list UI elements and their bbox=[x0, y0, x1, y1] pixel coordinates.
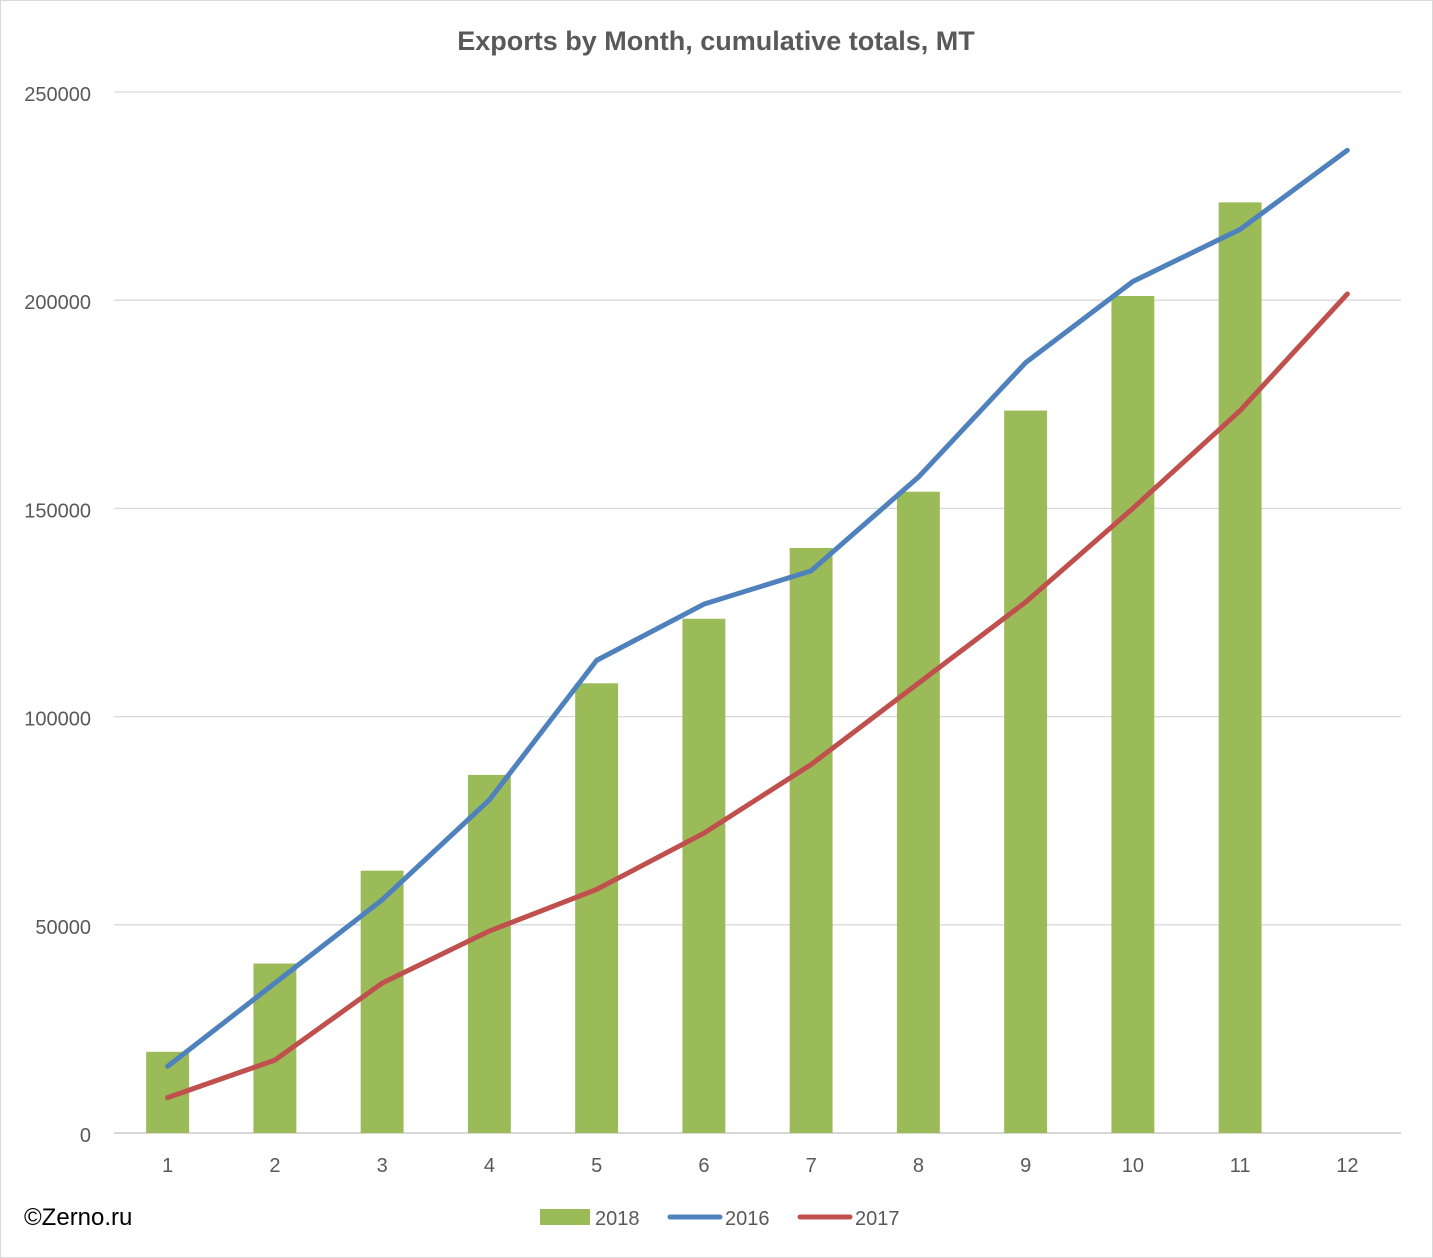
y-tick-label: 100000 bbox=[24, 709, 91, 731]
gridlines bbox=[114, 91, 1401, 1134]
line-2017 bbox=[165, 291, 1350, 1101]
x-tick-label: 10 bbox=[1122, 1155, 1144, 1177]
watermark: ©Zerno.ru bbox=[24, 1204, 133, 1231]
line-2016 bbox=[165, 147, 1350, 1069]
chart-title: Exports by Month, cumulative totals, MT bbox=[457, 26, 975, 56]
x-tick-label: 2 bbox=[269, 1155, 280, 1177]
x-tick-label: 8 bbox=[913, 1155, 924, 1177]
bar-series bbox=[146, 202, 1262, 1133]
bar-2018-4 bbox=[467, 774, 511, 1133]
y-axis-ticks: 0 50000 100000 150000 200000 250000 bbox=[24, 84, 91, 1147]
legend-label-2016: 2016 bbox=[725, 1208, 770, 1230]
y-tick-label: 50000 bbox=[35, 917, 91, 939]
x-tick-label: 5 bbox=[591, 1155, 602, 1177]
bar-2018-9 bbox=[1004, 410, 1048, 1133]
bar-2018-7 bbox=[789, 547, 833, 1133]
bar-2018-8 bbox=[896, 491, 940, 1133]
y-tick-label: 0 bbox=[80, 1125, 91, 1147]
legend-swatch-2018 bbox=[540, 1209, 590, 1225]
y-tick-label: 250000 bbox=[24, 84, 91, 106]
bar-2018-3 bbox=[360, 870, 404, 1133]
x-tick-label: 3 bbox=[377, 1155, 388, 1177]
bar-2018-5 bbox=[575, 683, 619, 1133]
legend-label-2017: 2017 bbox=[855, 1208, 900, 1230]
x-tick-label: 7 bbox=[806, 1155, 817, 1177]
x-tick-label: 6 bbox=[698, 1155, 709, 1177]
x-tick-label: 9 bbox=[1020, 1155, 1031, 1177]
legend-label-2018: 2018 bbox=[595, 1208, 640, 1230]
bar-2018-11 bbox=[1218, 202, 1262, 1133]
bar-2018-10 bbox=[1111, 296, 1155, 1133]
bar-2018-6 bbox=[682, 618, 726, 1133]
y-tick-label: 200000 bbox=[24, 292, 91, 314]
x-tick-label: 1 bbox=[162, 1155, 173, 1177]
x-axis-ticks: 1 2 3 4 5 6 7 8 9 10 11 12 bbox=[162, 1155, 1358, 1177]
x-tick-label: 4 bbox=[484, 1155, 495, 1177]
x-tick-label: 12 bbox=[1336, 1155, 1358, 1177]
x-tick-label: 11 bbox=[1230, 1155, 1251, 1177]
line-series bbox=[165, 147, 1350, 1101]
legend: 2018 2016 2017 bbox=[540, 1208, 900, 1230]
y-tick-label: 150000 bbox=[24, 500, 91, 522]
